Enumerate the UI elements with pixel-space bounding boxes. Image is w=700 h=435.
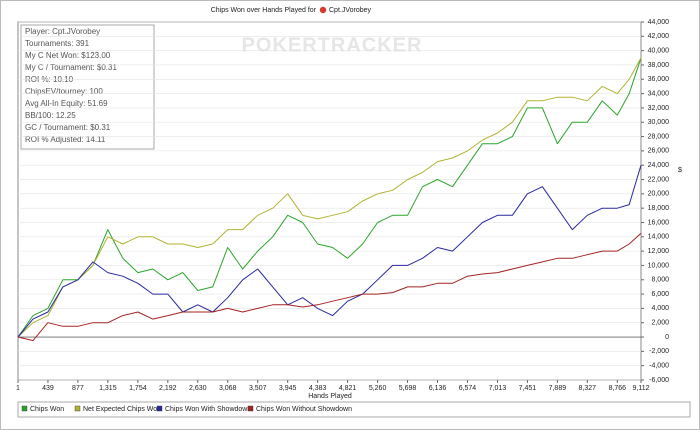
stats-line: Tournaments: 391 xyxy=(25,39,90,48)
legend-swatch xyxy=(21,405,28,412)
x-tick-label: 4,383 xyxy=(309,385,327,392)
y-tick-label: 38,000 xyxy=(648,62,670,69)
y-tick-label: 44,000 xyxy=(648,19,670,26)
y-tick-label: 36,000 xyxy=(648,76,670,83)
y-tick-label: 22,000 xyxy=(648,176,670,183)
series-line xyxy=(17,232,642,342)
legend-frame xyxy=(17,401,691,418)
legend-label: Chips Won Without Showdown xyxy=(256,406,352,413)
y-tick-label: 18,000 xyxy=(648,205,670,212)
stats-line: GC / Tournament: $0.31 xyxy=(25,123,111,132)
y-tick-label: 28,000 xyxy=(648,133,670,140)
x-tick-label: 7,451 xyxy=(519,385,537,392)
x-tick-label: 2,192 xyxy=(159,385,177,392)
x-tick-label: 1,315 xyxy=(99,385,117,392)
legend-swatch xyxy=(247,405,254,412)
y-tick-label: 16,000 xyxy=(648,219,670,226)
stats-line: ROI % Adjusted: 14.11 xyxy=(25,135,106,144)
player-icon xyxy=(319,6,327,14)
x-tick-label: 439 xyxy=(42,385,54,392)
stats-line: My C Net Won: $123.00 xyxy=(25,51,111,60)
y-tick-label: 12,000 xyxy=(648,248,670,255)
y-tick-label: 42,000 xyxy=(648,33,670,40)
x-tick-label: 3,945 xyxy=(279,385,297,392)
y-tick-label: 6,000 xyxy=(651,291,669,298)
y-tick-label: 26,000 xyxy=(648,148,670,155)
y-axis-label: $ xyxy=(678,167,682,174)
series-line xyxy=(17,165,642,338)
x-tick-label: 877 xyxy=(72,385,84,392)
y-tick-label: 24,000 xyxy=(648,162,670,169)
y-tick-label: -4,000 xyxy=(649,363,669,370)
y-tick-label: 4,000 xyxy=(651,305,669,312)
x-tick-label: 9,112 xyxy=(633,385,650,392)
legend-swatch xyxy=(156,405,163,412)
x-tick-label: 1,754 xyxy=(129,385,147,392)
player-name: Cpt.JVorobey xyxy=(329,7,372,14)
series-line xyxy=(17,57,642,338)
y-tick-label: 2,000 xyxy=(651,320,669,327)
stats-line: ROI %: 10.10 xyxy=(25,75,74,84)
legend-swatch xyxy=(74,405,81,412)
legend-label: Chips Won With Showdown xyxy=(165,406,251,413)
x-tick-label: 2,630 xyxy=(189,385,207,392)
legend: Chips Won Net Expected Chips Won Chips Won… xyxy=(21,405,352,413)
y-tick-label: 20,000 xyxy=(648,191,670,198)
series-line xyxy=(17,57,642,338)
y-tick-label: 34,000 xyxy=(648,90,670,97)
stats-line: ChipsEV/tourney: 100 xyxy=(25,87,103,96)
stats-frame xyxy=(20,24,155,150)
stats-line: My C / Tournament: $0.31 xyxy=(25,63,117,72)
x-tick-label: 6,136 xyxy=(429,385,447,392)
x-tick-label: 5,698 xyxy=(399,385,417,392)
y-tick-label: 8,000 xyxy=(651,277,669,284)
y-tick-label: 30,000 xyxy=(648,119,670,126)
x-tick-label: 6,574 xyxy=(459,385,477,392)
x-tick-label: 8,327 xyxy=(579,385,597,392)
y-tick-label: 0 xyxy=(665,334,669,341)
x-tick-label: 5,260 xyxy=(369,385,387,392)
y-tick-label: 14,000 xyxy=(648,234,670,241)
legend-label: Net Expected Chips Won xyxy=(83,406,161,413)
y-tick-label: 10,000 xyxy=(648,262,670,269)
x-tick-label: 3,068 xyxy=(219,385,237,392)
y-tick-label: -2,000 xyxy=(649,348,669,355)
chart-title: Chips Won over Hands Played for xyxy=(211,7,317,14)
x-tick-label: 7,889 xyxy=(549,385,567,392)
x-tick-label: 7,013 xyxy=(489,385,507,392)
y-tick-label: 32,000 xyxy=(648,105,670,112)
stats-line: Player: Cpt.JVorobey xyxy=(25,27,100,36)
stats-line: Avg All-In Equity: 51.69 xyxy=(25,99,108,108)
y-tick-label: -6,000 xyxy=(649,377,669,384)
x-tick-label: 4,821 xyxy=(339,385,357,392)
x-tick-label: 8,766 xyxy=(609,385,627,392)
legend-label: Chips Won xyxy=(30,406,64,413)
y-tick-label: 40,000 xyxy=(648,47,670,54)
x-tick-label: 1 xyxy=(16,385,20,392)
watermark: POKERTRACKER xyxy=(242,34,423,56)
x-tick-label: 3,507 xyxy=(249,385,267,392)
stats-line: BB/100: 12.25 xyxy=(25,111,76,120)
stats-box: Player: Cpt.JVorobey Tournaments: 391 My C… xyxy=(20,24,155,150)
x-axis-label: Hands Played xyxy=(308,393,352,400)
